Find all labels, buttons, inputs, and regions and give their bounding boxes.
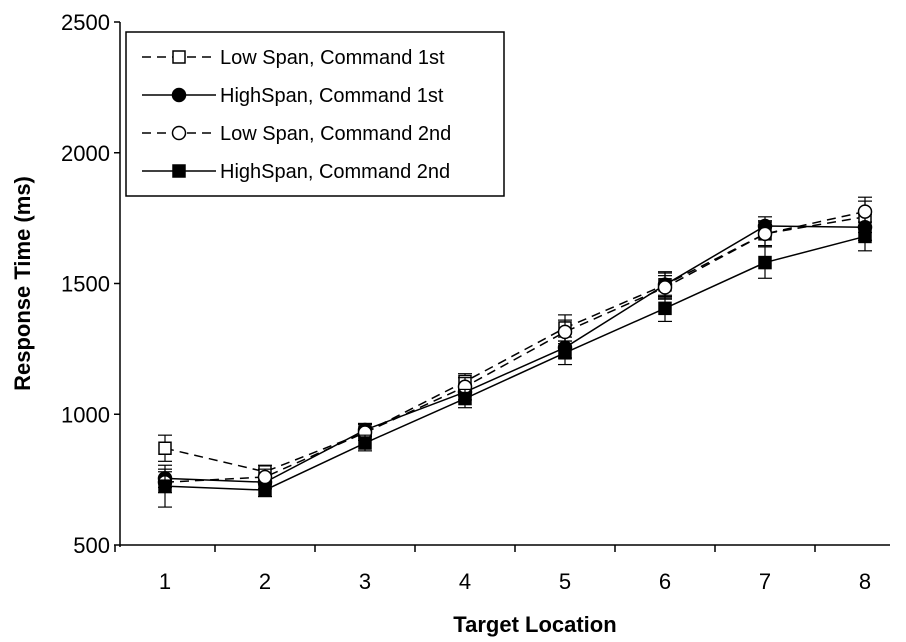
legend: Low Span, Command 1st HighSpan, Command 1… [125, 31, 505, 197]
x-tick-label: 1 [159, 569, 171, 594]
legend-marker [171, 87, 187, 103]
data-point [258, 483, 272, 497]
data-point [757, 226, 773, 242]
data-point [858, 229, 872, 244]
series-line [164, 225, 866, 483]
y-axis-title: Response Time (ms) [10, 176, 35, 391]
y-tick-label: 2500 [61, 10, 110, 35]
series-layer [157, 196, 873, 508]
y-tick-label: 500 [73, 533, 110, 558]
legend-label: HighSpan, Command 1st [220, 85, 444, 107]
legend-label: Low Span, Command 2nd [220, 123, 451, 145]
data-point [857, 204, 873, 219]
legend-marker [171, 125, 187, 141]
y-tick-label: 1500 [61, 272, 110, 297]
data-point [158, 479, 172, 493]
legend-label: HighSpan, Command 2nd [220, 161, 450, 183]
data-point [458, 391, 472, 406]
x-tick-label: 7 [759, 569, 771, 594]
series-3 [157, 196, 873, 494]
data-point [558, 346, 572, 360]
series-line [164, 210, 866, 483]
series-4 [158, 221, 872, 508]
axes [119, 22, 890, 547]
x-tick-label: 3 [359, 569, 371, 594]
y-tick-label: 2000 [61, 141, 110, 166]
x-tick-label: 8 [859, 569, 871, 594]
data-point [158, 441, 172, 455]
legend-label: Low Span, Command 1st [220, 47, 445, 69]
data-point [657, 280, 673, 295]
legend-marker [172, 50, 186, 64]
x-tick-label: 5 [559, 569, 571, 594]
data-point [358, 436, 372, 450]
ticks: 500 1000 1500 2000 2500 1 2 3 4 5 6 7 8 [61, 10, 871, 594]
data-point [658, 301, 672, 316]
data-point [758, 255, 772, 270]
legend-box [125, 31, 505, 197]
data-point [557, 324, 573, 340]
series-line [164, 216, 866, 473]
y-tick-label: 1000 [61, 402, 110, 427]
legend-marker [172, 164, 186, 178]
x-tick-label: 2 [259, 569, 271, 594]
x-axis-title: Target Location [453, 612, 616, 637]
x-tick-label: 6 [659, 569, 671, 594]
x-tick-label: 4 [459, 569, 471, 594]
series-line [164, 235, 866, 491]
data-point [257, 469, 273, 485]
